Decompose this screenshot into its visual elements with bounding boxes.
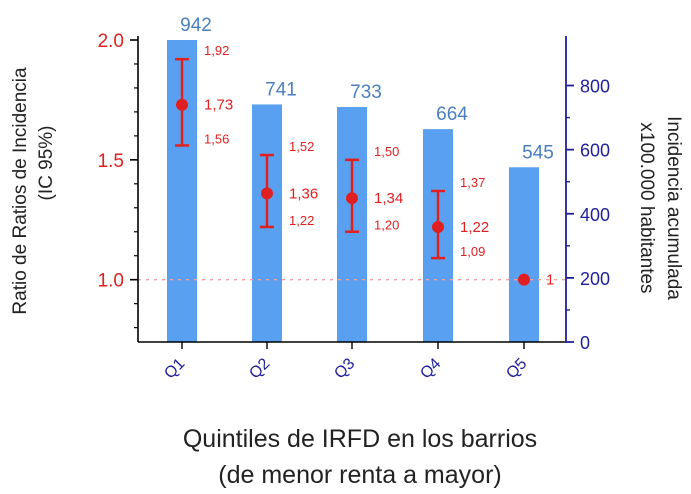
tick-label-left: 1.0 bbox=[98, 271, 124, 292]
estimate-point bbox=[176, 98, 188, 111]
estimate-point bbox=[261, 187, 273, 200]
tick-label-right: 600 bbox=[580, 141, 610, 161]
category-label: Q3 bbox=[331, 355, 358, 382]
estimate-label: 1,36 bbox=[289, 185, 318, 202]
estimate-label: 1,22 bbox=[460, 219, 489, 236]
tick-label-right: 800 bbox=[580, 77, 610, 97]
axes-group bbox=[130, 36, 574, 349]
bar-q5 bbox=[509, 167, 539, 342]
estimate-label: 1 bbox=[546, 272, 554, 289]
y-axis-right-label-line1: Incidencia acumulada bbox=[663, 116, 684, 300]
estimate-point bbox=[518, 273, 530, 286]
tick-label-right: 200 bbox=[580, 269, 610, 289]
bar-value-label: 733 bbox=[350, 82, 382, 103]
category-label: Q4 bbox=[417, 355, 444, 382]
upper-ci-label: 1,50 bbox=[374, 144, 399, 159]
tick-label-right: 400 bbox=[580, 205, 610, 225]
category-label: Q1 bbox=[161, 355, 188, 382]
estimate-point bbox=[432, 220, 444, 233]
bar-value-label: 664 bbox=[436, 104, 468, 125]
lower-ci-label: 1,56 bbox=[204, 131, 229, 146]
upper-ci-label: 1,92 bbox=[204, 43, 229, 58]
x-axis-label-line2: (de menor renta a mayor) bbox=[218, 461, 501, 489]
points-group bbox=[175, 57, 530, 286]
category-label: Q2 bbox=[246, 355, 273, 382]
y-axis-right-label-line2: x100.000 habitantes bbox=[636, 122, 657, 293]
bar-value-label: 942 bbox=[180, 15, 212, 36]
estimate-point bbox=[346, 192, 358, 205]
tick-label-left: 2.0 bbox=[98, 31, 124, 52]
lower-ci-label: 1,22 bbox=[289, 213, 314, 228]
category-label: Q5 bbox=[503, 355, 530, 382]
bar-value-label: 545 bbox=[522, 142, 554, 163]
lower-ci-label: 1,09 bbox=[460, 244, 485, 259]
lower-ci-label: 1,20 bbox=[374, 218, 399, 233]
upper-ci-label: 1,52 bbox=[289, 139, 314, 154]
y-axis-left-label-line2: (IC 95%) bbox=[36, 126, 57, 201]
upper-ci-label: 1,37 bbox=[460, 175, 485, 190]
estimate-label: 1,34 bbox=[374, 190, 403, 207]
labels-group: 942 741 733 664 545 1.0 1.5 2.0 0 200 400 600 800 Q1 Q… bbox=[10, 15, 684, 489]
tick-label-left: 1.5 bbox=[98, 151, 124, 172]
y-axis-left-label-line1: Ratio de Ratios de Incidencia bbox=[10, 67, 31, 315]
x-axis-label-line1: Quintiles de IRFD en los barrios bbox=[183, 425, 537, 453]
tick-label-right: 0 bbox=[580, 333, 590, 353]
bar-value-label: 741 bbox=[265, 79, 297, 100]
estimate-label: 1,73 bbox=[204, 97, 233, 114]
